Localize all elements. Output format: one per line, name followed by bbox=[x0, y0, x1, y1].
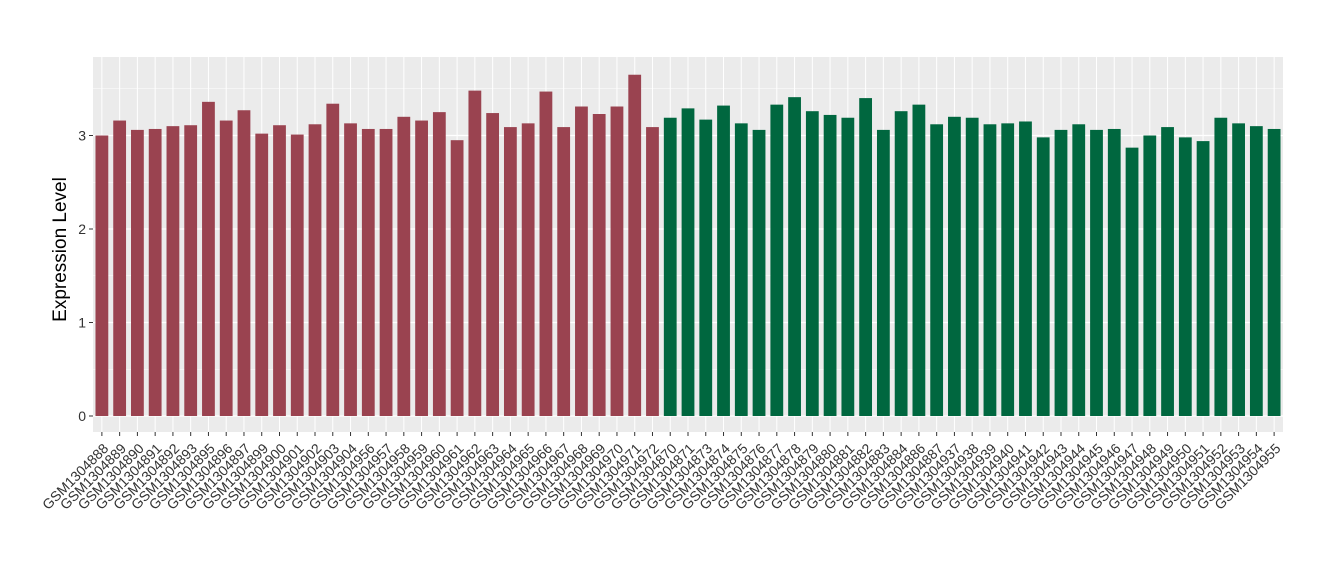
bar-GSM1304956 bbox=[361, 128, 375, 416]
bar-GSM1304944 bbox=[1072, 124, 1086, 416]
x-axis: GSM1304888GSM1304889GSM1304890GSM1304891… bbox=[39, 432, 1284, 513]
bar-GSM1304897 bbox=[237, 110, 251, 416]
bar-GSM1304957 bbox=[379, 128, 393, 416]
bar-GSM1304870 bbox=[663, 117, 677, 417]
bar-GSM1304968 bbox=[575, 106, 588, 416]
bar-GSM1304877 bbox=[770, 104, 784, 416]
bar-GSM1304875 bbox=[734, 123, 748, 416]
y-tick-label: 2 bbox=[78, 221, 86, 237]
bar-GSM1304953 bbox=[1232, 123, 1245, 416]
bar-GSM1304950 bbox=[1178, 137, 1192, 416]
bar-GSM1304947 bbox=[1125, 147, 1139, 416]
y-tick-label: 0 bbox=[78, 408, 86, 424]
bar-GSM1304891 bbox=[148, 128, 162, 416]
y-axis-title: Expression Level bbox=[50, 177, 71, 322]
bar-GSM1304882 bbox=[859, 98, 873, 416]
bar-GSM1304951 bbox=[1196, 141, 1210, 417]
bar-GSM1304895 bbox=[202, 101, 215, 416]
bar-GSM1304960 bbox=[432, 112, 446, 417]
bar-GSM1304961 bbox=[450, 140, 464, 416]
bar-GSM1304946 bbox=[1107, 128, 1121, 416]
bar-GSM1304878 bbox=[788, 97, 801, 416]
bars bbox=[95, 74, 1281, 417]
bar-GSM1304890 bbox=[131, 129, 144, 416]
bar-GSM1304948 bbox=[1143, 135, 1157, 416]
bar-GSM1304874 bbox=[717, 105, 730, 416]
bar-GSM1304938 bbox=[965, 117, 979, 417]
bar-GSM1304903 bbox=[326, 103, 340, 417]
bar-GSM1304888 bbox=[95, 135, 109, 416]
bar-GSM1304884 bbox=[894, 111, 908, 416]
bar-GSM1304876 bbox=[752, 129, 766, 416]
bar-GSM1304902 bbox=[308, 124, 322, 416]
bar-GSM1304940 bbox=[1001, 123, 1015, 416]
bar-GSM1304966 bbox=[539, 91, 553, 416]
y-axis: 0 1 2 3 bbox=[78, 128, 93, 424]
bar-GSM1304942 bbox=[1036, 137, 1050, 416]
bar-GSM1304939 bbox=[983, 124, 997, 416]
bar-GSM1304900 bbox=[273, 125, 286, 416]
bar-GSM1304954 bbox=[1249, 126, 1263, 417]
bar-GSM1304962 bbox=[468, 90, 482, 417]
bar-GSM1304879 bbox=[805, 111, 819, 416]
bar-GSM1304893 bbox=[184, 125, 198, 416]
bar-GSM1304904 bbox=[344, 123, 357, 416]
y-tick-label: 1 bbox=[78, 315, 86, 331]
bar-GSM1304949 bbox=[1161, 127, 1174, 416]
bar-GSM1304955 bbox=[1267, 128, 1281, 416]
bar-GSM1304965 bbox=[521, 123, 535, 416]
y-tick-label: 3 bbox=[78, 128, 86, 144]
bar-GSM1304969 bbox=[592, 114, 606, 416]
bar-GSM1304892 bbox=[166, 126, 180, 417]
bar-GSM1304886 bbox=[912, 104, 926, 416]
bar-GSM1304972 bbox=[646, 127, 659, 416]
bar-GSM1304964 bbox=[503, 127, 517, 416]
bar-GSM1304871 bbox=[681, 108, 695, 416]
bar-GSM1304873 bbox=[699, 119, 713, 417]
bar-GSM1304937 bbox=[948, 116, 961, 417]
bar-GSM1304896 bbox=[219, 120, 233, 416]
bar-GSM1304889 bbox=[113, 120, 127, 416]
bar-GSM1304971 bbox=[628, 74, 642, 416]
bar-GSM1304943 bbox=[1054, 129, 1068, 416]
bar-GSM1304967 bbox=[557, 127, 571, 416]
bar-GSM1304941 bbox=[1019, 121, 1032, 416]
bar-GSM1304883 bbox=[876, 129, 890, 416]
bar-GSM1304963 bbox=[486, 113, 500, 416]
bar-GSM1304970 bbox=[610, 106, 624, 416]
bar-GSM1304945 bbox=[1090, 129, 1103, 416]
bar-GSM1304880 bbox=[823, 114, 837, 417]
bar-GSM1304881 bbox=[841, 117, 855, 417]
bar-GSM1304901 bbox=[290, 134, 304, 416]
bar-GSM1304958 bbox=[397, 116, 411, 417]
bar-GSM1304952 bbox=[1214, 117, 1228, 417]
bar-GSM1304959 bbox=[415, 120, 428, 416]
bar-GSM1304899 bbox=[255, 133, 269, 416]
bar-GSM1304887 bbox=[930, 124, 944, 416]
